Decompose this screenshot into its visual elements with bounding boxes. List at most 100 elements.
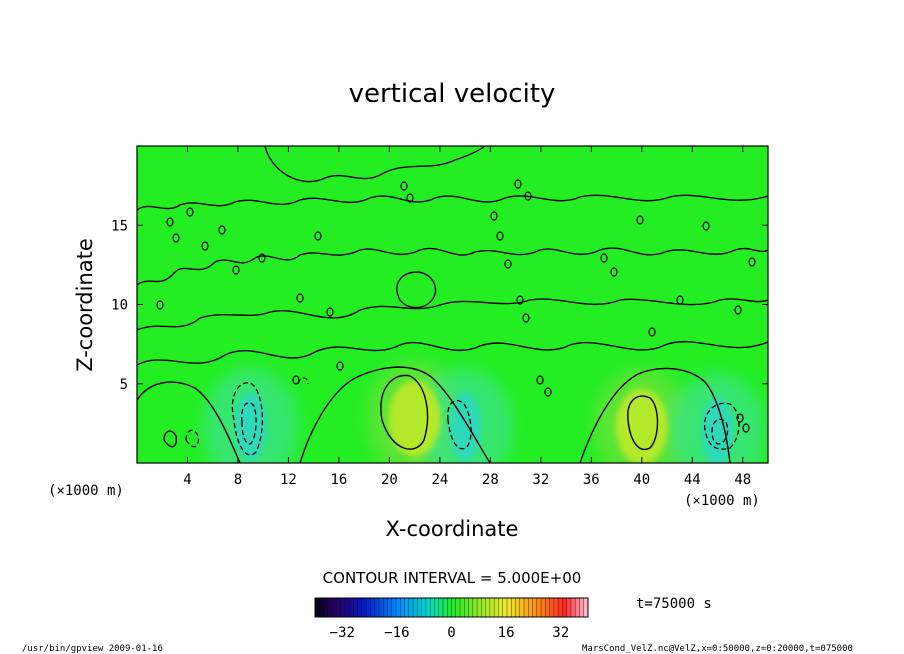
contour-ring <box>292 375 300 385</box>
contour-ring <box>536 375 544 385</box>
colorbar-cell <box>378 598 384 617</box>
colorbar-cell <box>524 598 529 617</box>
colorbar-cell <box>391 598 397 617</box>
colorbar-cell <box>383 598 389 617</box>
colorbar-cell <box>506 598 512 617</box>
colorbar-cell <box>408 598 414 617</box>
colorbar-tick-label: 32 <box>552 625 569 641</box>
colorbar-cell <box>460 598 465 617</box>
dashed-contour <box>185 429 200 448</box>
dashed-contour <box>703 402 740 450</box>
colorbar-frame <box>314 597 589 618</box>
colorbar-cell <box>361 598 367 617</box>
y-axis-label: Z-coordinate <box>73 238 97 372</box>
x-unit-left: (×1000 m) <box>48 483 124 499</box>
x-tick-label: 48 <box>734 472 751 488</box>
contour-line <box>137 381 241 463</box>
colorbar-cell <box>374 598 380 617</box>
colorbar-cell <box>468 598 474 617</box>
chart-title: vertical velocity <box>349 79 556 109</box>
contour-line <box>264 146 486 183</box>
contour-line <box>380 374 429 450</box>
colorbar-tick-label: −32 <box>330 625 355 641</box>
contour-ring <box>676 295 684 305</box>
footer-right: MarsCond_VelZ.nc@VelZ,x=0:50000,z=0:2000… <box>582 644 853 654</box>
colorbar-cell <box>425 598 431 617</box>
contour-ring <box>516 295 524 305</box>
dashed-contour <box>711 418 729 445</box>
contour-ring <box>258 253 266 263</box>
x-tick-label: 12 <box>280 472 297 488</box>
colorbar-cell <box>558 598 563 617</box>
contour-ring <box>496 231 504 241</box>
contour-ring <box>326 307 334 317</box>
contour-line <box>163 430 178 448</box>
colorbar-cell <box>464 598 470 617</box>
colorbar-cell <box>575 598 580 617</box>
small-contour-rings <box>156 179 756 433</box>
x-tick-label: 8 <box>234 472 242 488</box>
y-axis: 5 10 15 <box>111 218 768 393</box>
colorbar-cell <box>489 598 495 617</box>
contour-interval-label: CONTOUR INTERVAL = 5.000E+00 <box>323 569 582 587</box>
contour-ring <box>186 207 194 217</box>
colorbar-cell <box>336 598 342 617</box>
colorbar-cell <box>528 598 534 617</box>
colorbar-cell <box>400 598 406 617</box>
contour-lines <box>137 146 768 463</box>
colorbar-cell <box>477 598 482 617</box>
contour-line <box>299 366 491 463</box>
contour-ring <box>648 327 656 337</box>
colorbar-cell <box>421 598 427 617</box>
colorbar-cell <box>553 598 559 617</box>
colorbar-cell <box>566 598 572 617</box>
x-tick-label: 28 <box>482 472 499 488</box>
colorbar-cell <box>451 598 457 617</box>
contour-ring <box>610 267 618 277</box>
x-axis-label: X-coordinate <box>386 517 519 541</box>
colorbar <box>314 597 589 618</box>
colorbar-cell <box>357 598 363 617</box>
contour-line <box>137 194 768 211</box>
colorbar-cell <box>413 598 418 617</box>
colorbar-tick-label: −16 <box>384 625 409 641</box>
time-label: t=75000 s <box>636 596 712 612</box>
colorbar-cell <box>536 598 542 617</box>
contour-ring <box>406 193 414 203</box>
colorbar-cell <box>532 598 538 617</box>
colorbar-cell <box>472 598 478 617</box>
contour-ring <box>736 413 744 423</box>
colorbar-cell <box>332 598 337 617</box>
colorbar-cell <box>430 598 435 617</box>
colorbar-cell <box>315 598 320 617</box>
contour-ring <box>400 181 408 191</box>
y-tick-label: 5 <box>120 377 128 393</box>
contour-ring <box>600 253 608 263</box>
colorbar-cell <box>545 598 551 617</box>
velocity-feature <box>388 380 441 457</box>
colorbar-tick-label: 0 <box>447 625 455 641</box>
colorbar-cell <box>353 598 359 617</box>
colorbar-cell <box>438 598 444 617</box>
contour-line <box>137 340 768 366</box>
colorbar-cell <box>485 598 491 617</box>
contour-ring <box>166 217 174 227</box>
x-tick-label: 20 <box>381 472 398 488</box>
colorbar-cell <box>562 598 568 617</box>
colorbar-cell <box>515 598 521 617</box>
footer-left: /usr/bin/gpview 2009-01-16 <box>22 644 163 654</box>
contour-ring <box>522 313 530 323</box>
colorbar-cell <box>570 598 576 617</box>
colorbar-cell <box>481 598 487 617</box>
y-tick-label: 10 <box>111 298 128 314</box>
colorbar-cell <box>434 598 440 617</box>
colorbar-cell <box>366 598 371 617</box>
contour-ring <box>201 241 209 251</box>
colorbar-cell <box>404 598 410 617</box>
colorbar-cell <box>319 598 325 617</box>
colorbar-cell <box>455 598 461 617</box>
colorbar-cell <box>442 598 448 617</box>
dashed-contour <box>241 402 257 445</box>
